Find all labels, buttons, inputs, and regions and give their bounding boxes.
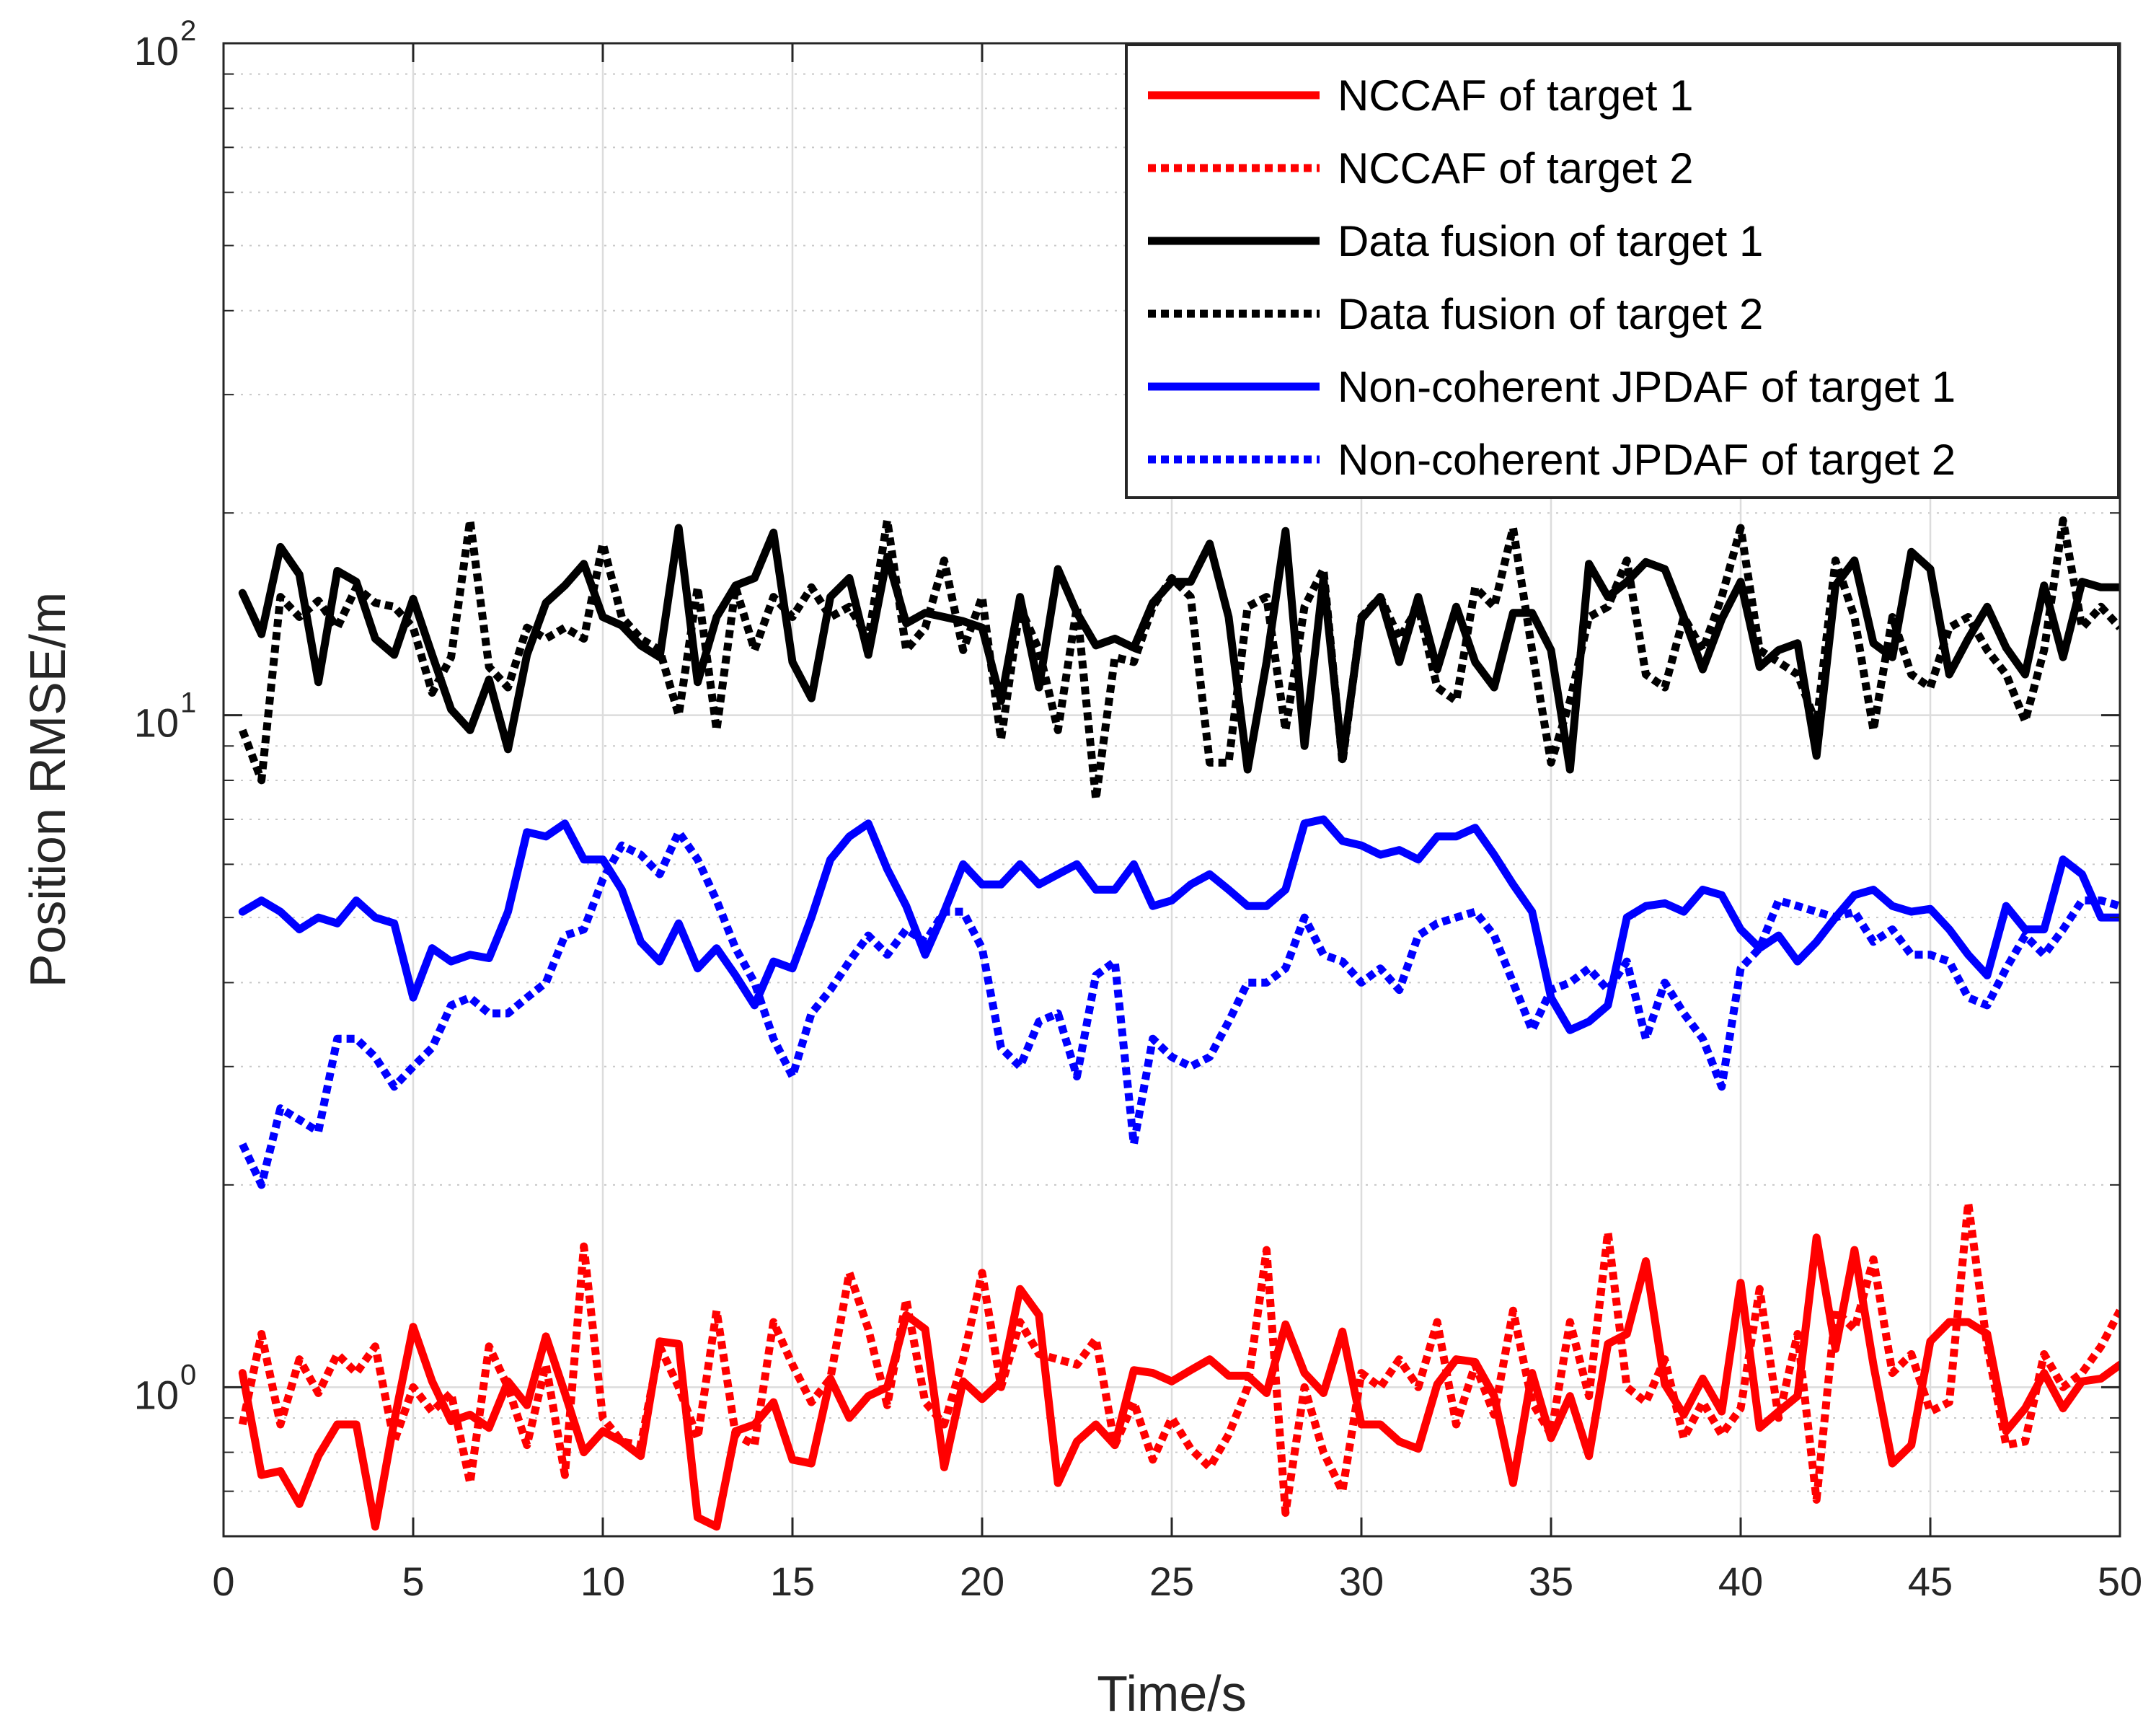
x-tick-labels: 0 5 10 15 20 25 30 35 40 45 50 [212,1559,2142,1604]
x-tick-label: 20 [960,1559,1004,1604]
legend-label-5: Non-coherent JPDAF of target 1 [1338,363,1956,411]
x-tick-label: 5 [402,1559,424,1604]
y-axis-title: Position RMSE/m [19,592,76,987]
x-tick-label: 0 [212,1559,234,1604]
y-tick-exponent: 2 [180,15,196,47]
y-tick-exponent: 1 [180,687,196,719]
x-tick-label: 30 [1339,1559,1384,1604]
series-line-1 [238,1233,2120,1531]
legend-label-3: Data fusion of target 1 [1338,217,1763,265]
series-layer [238,516,2120,1531]
series-line-5 [238,815,2120,1034]
y-tick-label: 10 [134,700,179,746]
x-tick-label: 50 [2098,1559,2142,1604]
legend: NCCAF of target 1 NCCAF of target 2 Data f… [1125,43,2120,499]
x-tick-label: 15 [770,1559,815,1604]
x-tick-label: 40 [1718,1559,1763,1604]
legend-items: NCCAF of target 1 NCCAF of target 2 Data f… [1148,71,1956,484]
legend-label-2: NCCAF of target 2 [1338,144,1694,193]
series-line-6 [239,828,2120,1189]
y-tick-label: 10 [134,28,179,74]
x-tick-label: 25 [1149,1559,1194,1604]
y-tick-label: 10 [134,1372,179,1417]
x-tick-label: 35 [1529,1559,1573,1604]
legend-label-6: Non-coherent JPDAF of target 2 [1338,436,1956,484]
legend-label-1: NCCAF of target 1 [1338,71,1694,120]
series-line-2 [238,1199,2120,1517]
x-tick-label: 45 [1908,1559,1953,1604]
legend-box [1125,43,2120,499]
x-tick-label: 10 [580,1559,625,1604]
x-axis-title: Time/s [1097,1665,1246,1718]
y-tick-exponent: 0 [180,1359,196,1391]
series-line-4 [239,516,2120,803]
tick-marks [222,42,2121,1537]
legend-label-4: Data fusion of target 2 [1338,290,1763,338]
